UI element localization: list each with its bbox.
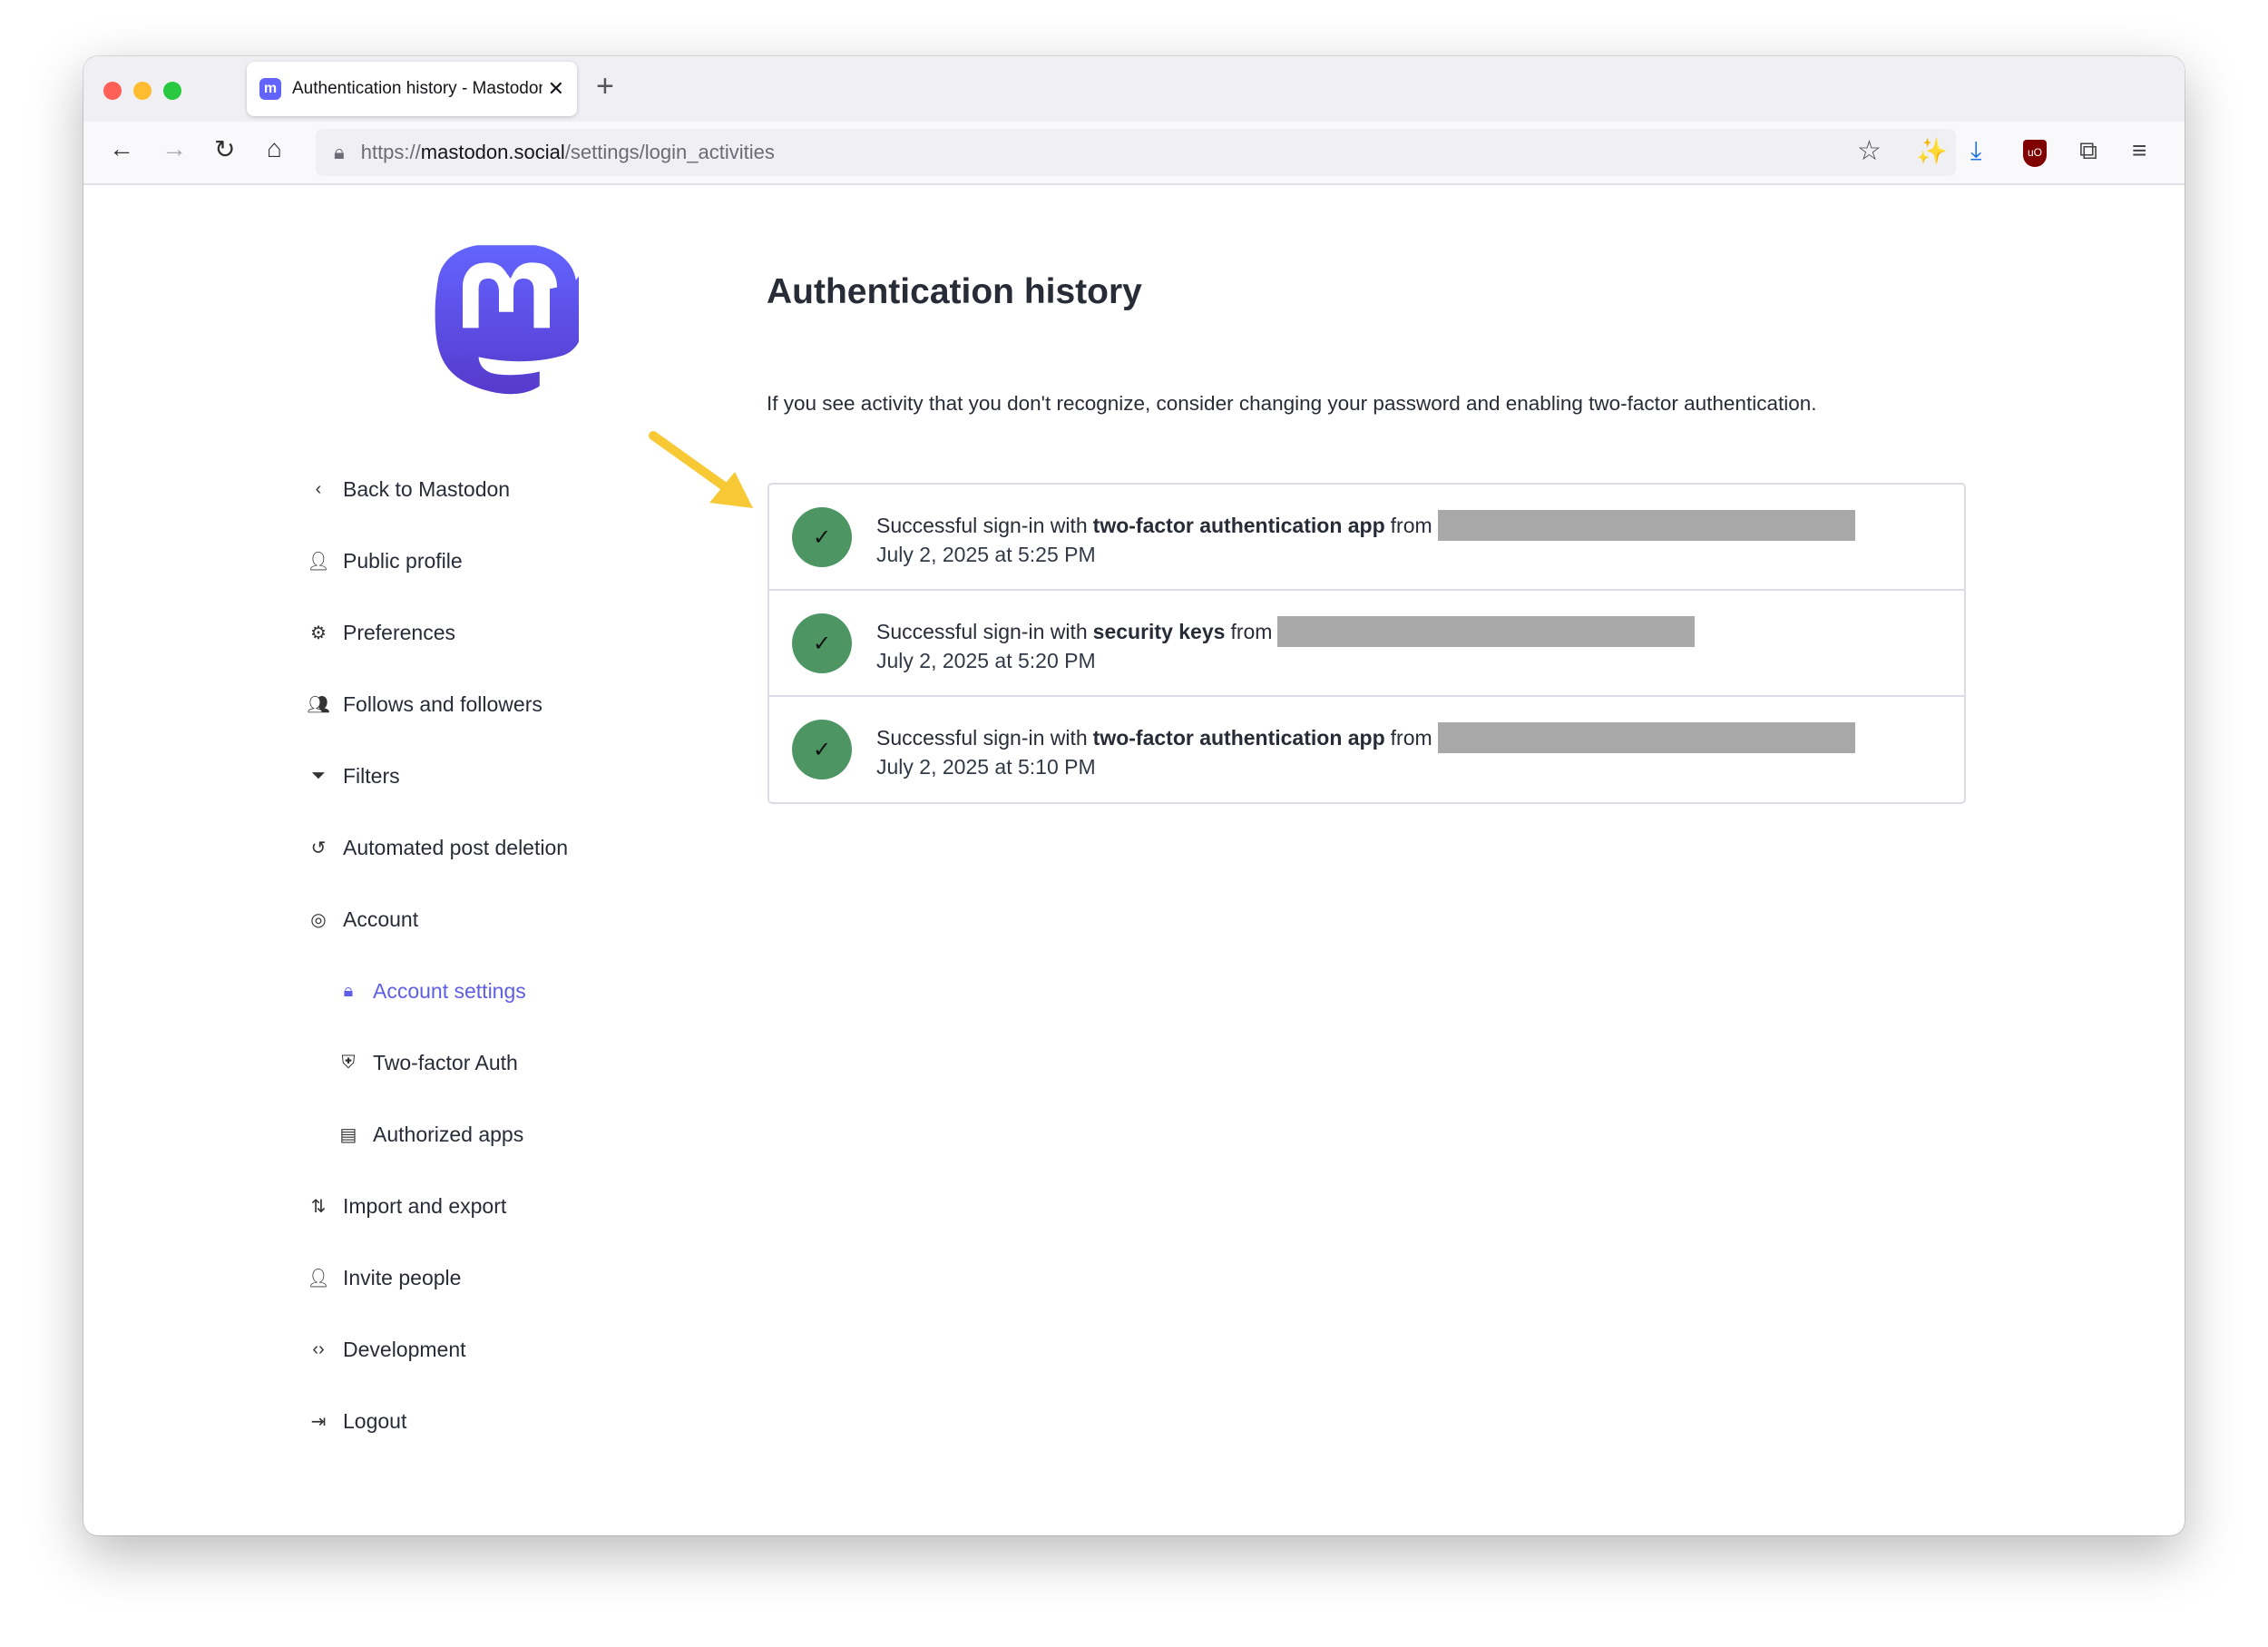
url-bar[interactable]: 🔒︎ https://mastodon.social/settings/logi… <box>316 129 1956 176</box>
maximize-window-button[interactable] <box>163 82 181 100</box>
sidebar-item-back-to-mastodon[interactable]: ‹ Back to Mastodon <box>307 477 510 502</box>
tab-authentication-history[interactable]: m Authentication history - Mastodon ✕ <box>247 62 577 116</box>
activity-suffix: from <box>1390 513 1432 537</box>
mastodon-logo[interactable] <box>434 245 579 399</box>
page-description: If you see activity that you don't recog… <box>767 392 1817 415</box>
activity-method: two-factor authentication app <box>1092 725 1385 750</box>
person-icon: 👤︎ <box>307 552 330 572</box>
redacted-ip <box>1437 722 1855 753</box>
sidebar-item-account[interactable]: ◎ Account <box>307 907 418 932</box>
shield-icon: ⛨ <box>341 1053 356 1073</box>
sidebar-item-label: Two-factor Auth <box>373 1051 518 1074</box>
reload-icon[interactable]: ↻ <box>214 135 236 163</box>
sidebar-item-label: Filters <box>343 764 400 788</box>
ublock-shield-icon[interactable]: uO <box>2023 140 2047 167</box>
activity-time: July 2, 2025 at 5:10 PM <box>876 755 1096 779</box>
filter-icon: ⏷ <box>311 766 326 786</box>
sidebar-item-label: Authorized apps <box>373 1123 524 1146</box>
success-check-icon: ✓ <box>792 507 852 567</box>
url-path: /settings/login_activities <box>564 141 775 163</box>
close-tab-icon[interactable]: ✕ <box>547 77 564 100</box>
login-activity-row: ✓ Successful sign-in with two-factor auth… <box>769 697 1964 803</box>
list-icon: ▤ <box>339 1125 357 1145</box>
tab-title: Authentication history - Mastodon <box>292 79 543 98</box>
user-plus-icon: 👤︎ <box>307 1269 330 1289</box>
close-window-button[interactable] <box>103 82 122 100</box>
activity-method: security keys <box>1092 619 1226 643</box>
sidebar-item-label: Account settings <box>373 979 526 1003</box>
activity-prefix: Successful sign-in with <box>876 725 1088 750</box>
sidebar-item-label: Development <box>343 1338 466 1361</box>
gear-icon: ⚙ <box>310 623 327 643</box>
sidebar-item-preferences[interactable]: ⚙ Preferences <box>307 621 455 645</box>
lock-icon: 🔒︎ <box>334 141 345 163</box>
activity-prefix: Successful sign-in with <box>876 619 1088 643</box>
sidebar-item-invite-people[interactable]: 👤︎ Invite people <box>307 1266 461 1290</box>
logout-icon: ⇥ <box>310 1412 327 1432</box>
page-title: Authentication history <box>767 272 1142 311</box>
activity-method: two-factor authentication app <box>1092 513 1385 537</box>
sidebar-item-label: Automated post deletion <box>343 836 569 859</box>
sidebar-item-label: Preferences <box>343 621 456 644</box>
download-icon[interactable]: ⤓ <box>1970 136 1982 164</box>
sidebar-item-development[interactable]: ‹› Development <box>307 1338 466 1362</box>
login-activity-row: ✓ Successful sign-in with two-factor auth… <box>769 485 1964 591</box>
url-domain: mastodon.social <box>420 141 565 163</box>
sidebar-item-label: Invite people <box>343 1266 462 1289</box>
bookmark-star-icon[interactable]: ☆ <box>1857 136 1882 166</box>
sidebar-item-label: Import and export <box>343 1194 507 1218</box>
activity-suffix: from <box>1390 725 1432 750</box>
sidebar-item-automated-post-deletion[interactable]: ↺ Automated post deletion <box>307 836 568 860</box>
sidebar-item-authorized-apps[interactable]: ▤ Authorized apps <box>337 1123 524 1147</box>
sidebar-item-filters[interactable]: ⏷ Filters <box>307 764 400 789</box>
sidebar-item-import-and-export[interactable]: ⇅ Import and export <box>307 1194 507 1219</box>
activity-suffix: from <box>1230 619 1273 643</box>
sidebar-item-logout[interactable]: ⇥ Logout <box>307 1409 407 1434</box>
back-icon[interactable]: ← <box>109 134 134 162</box>
url-scheme: https:// <box>360 141 421 163</box>
annotation-arrow-icon <box>649 431 753 508</box>
browser-window: m Authentication history - Mastodon ✕ + … <box>83 56 2185 1535</box>
activity-prefix: Successful sign-in with <box>876 513 1088 537</box>
tab-bar: m Authentication history - Mastodon ✕ + <box>83 56 2185 122</box>
success-check-icon: ✓ <box>792 720 852 779</box>
sidebar-item-label: Follows and followers <box>343 692 543 716</box>
extensions-puzzle-icon[interactable]: ⧉ <box>2079 136 2097 164</box>
login-activity-row: ✓ Successful sign-in with security keys fr… <box>769 591 1964 697</box>
chevron-left-icon: ‹ <box>315 479 322 499</box>
sidebar-item-label: Logout <box>343 1409 407 1433</box>
sidebar-item-label: Account <box>343 907 419 931</box>
forward-icon[interactable]: → <box>161 134 187 162</box>
sidebar-item-two-factor-auth[interactable]: ⛨ Two-factor Auth <box>337 1051 518 1075</box>
login-activity-list: ✓ Successful sign-in with two-factor auth… <box>767 483 1966 804</box>
users-icon: 👥︎ <box>307 695 330 715</box>
success-check-icon: ✓ <box>792 613 852 673</box>
sidebar-item-account-settings[interactable]: 🔒︎ Account settings <box>337 979 526 1004</box>
new-tab-button[interactable]: + <box>596 69 614 103</box>
sidebar-item-follows-and-followers[interactable]: 👥︎ Follows and followers <box>307 692 543 717</box>
activity-time: July 2, 2025 at 5:25 PM <box>876 543 1096 566</box>
import-export-icon: ⇅ <box>310 1197 327 1217</box>
redacted-ip <box>1277 616 1696 647</box>
home-icon[interactable]: ⌂ <box>267 134 282 162</box>
lock-icon: 🔒︎ <box>343 981 354 1001</box>
history-icon: ↺ <box>310 838 327 858</box>
mastodon-favicon-icon: m <box>259 78 281 100</box>
activity-time: July 2, 2025 at 5:20 PM <box>876 649 1096 672</box>
sidebar-item-label: Back to Mastodon <box>343 477 511 501</box>
navigation-toolbar: ← → ↻ ⌂ 🔒︎ https://mastodon.social/setti… <box>83 122 2185 185</box>
menu-hamburger-icon[interactable]: ≡ <box>2132 136 2147 164</box>
code-icon: ‹› <box>312 1339 325 1359</box>
cleanup-broom-icon[interactable]: ✨ <box>1916 137 1948 165</box>
minimize-window-button[interactable] <box>133 82 152 100</box>
sidebar-item-public-profile[interactable]: 👤︎ Public profile <box>307 549 463 574</box>
sidebar-item-label: Public profile <box>343 549 463 573</box>
redacted-ip <box>1437 510 1855 541</box>
user-circle-icon: ◎ <box>310 910 327 930</box>
